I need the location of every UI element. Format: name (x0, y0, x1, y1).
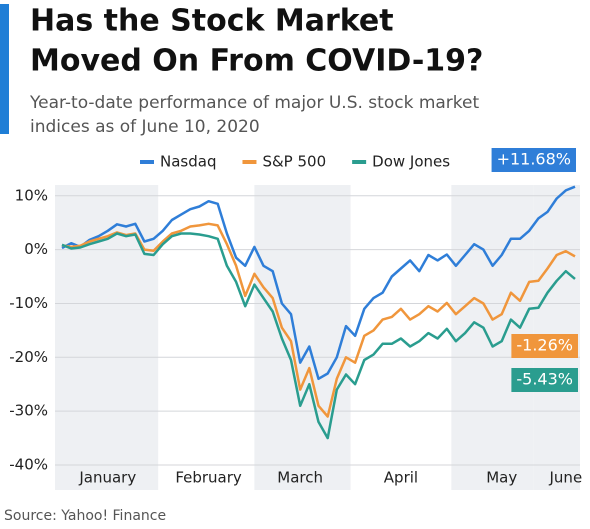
y-tick-label: -30% (9, 402, 48, 420)
chart-subtitle: Year-to-date performance of major U.S. s… (29, 93, 479, 113)
series-line (61, 232, 576, 440)
value-label: -1.26% (511, 334, 578, 358)
value-label-text: +11.68% (497, 150, 571, 169)
value-label-box (511, 368, 578, 392)
legend-label: S&P 500 (262, 153, 326, 171)
x-tick-label: June (549, 469, 583, 487)
y-tick-label: -20% (9, 348, 48, 366)
y-tick-label: 10% (15, 186, 48, 204)
y-tick-label: -40% (9, 456, 48, 474)
value-label: -5.43% (511, 368, 578, 392)
x-tick-label: January (78, 469, 136, 487)
chart-title: Moved On From COVID-19? (30, 44, 483, 79)
value-label: +11.68% (491, 148, 576, 172)
series-line (61, 185, 576, 381)
x-tick-label: May (486, 469, 517, 487)
x-tick-label: March (277, 469, 323, 487)
x-tick-label: February (175, 469, 242, 487)
y-tick-label: -10% (9, 294, 48, 312)
x-tick-label: April (384, 469, 418, 487)
month-band (254, 185, 351, 490)
chart-title: Has the Stock Market (30, 4, 394, 39)
title-accent (0, 4, 9, 134)
legend-label: Nasdaq (160, 153, 216, 171)
value-label-text: -5.43% (516, 370, 573, 389)
source: Source: Yahoo! Finance (4, 508, 166, 524)
value-label-box (511, 334, 578, 358)
value-label-text: -1.26% (516, 336, 573, 355)
chart-subtitle: indices as of June 10, 2020 (30, 117, 260, 137)
legend-label: Dow Jones (372, 153, 450, 171)
series-line (61, 222, 576, 418)
value-label-box (491, 148, 576, 172)
y-tick-label: 0% (24, 240, 48, 258)
